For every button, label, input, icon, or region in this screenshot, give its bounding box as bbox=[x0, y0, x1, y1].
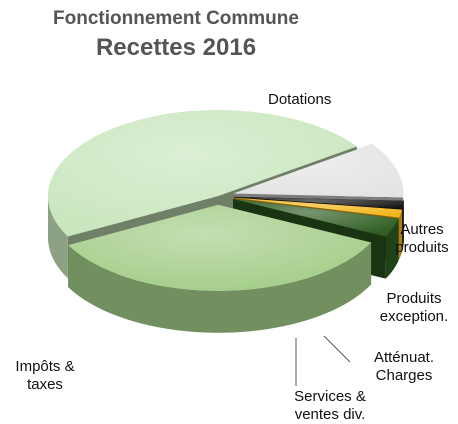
label-attenuat-charges: Atténuat. Charges bbox=[364, 349, 444, 385]
leader-attenuat-charges bbox=[323, 335, 351, 363]
label-autres-produits-text: Autres produits bbox=[395, 221, 449, 256]
label-services-ventes: Services & ventes div. bbox=[280, 388, 380, 424]
label-dotations-text: Dotations bbox=[268, 91, 332, 108]
label-produits-exception: Produits exception. bbox=[367, 290, 458, 326]
chart-title: Fonctionnement Commune bbox=[53, 8, 299, 29]
pie-slice-gloss bbox=[233, 197, 403, 218]
pie-slice-imp-ts-taxes bbox=[68, 204, 372, 333]
pie-slice-gloss bbox=[68, 204, 372, 291]
label-services-ventes-text: Services & ventes div. bbox=[294, 388, 366, 423]
pie-slice-edge bbox=[48, 194, 68, 279]
pie-slice-gloss bbox=[233, 198, 399, 237]
chart-subtitle: Recettes 2016 bbox=[95, 34, 257, 61]
pie-slice-gloss bbox=[233, 196, 404, 209]
label-produits-exception-text: Produits exception. bbox=[379, 290, 449, 325]
label-attenuat-charges-text: Atténuat. Charges bbox=[373, 349, 435, 384]
pie-slice-edge bbox=[402, 200, 404, 251]
label-dotations: Dotations bbox=[268, 91, 331, 109]
leader-lines bbox=[295, 335, 351, 386]
label-autres-produits: Autres produits bbox=[382, 221, 458, 257]
pie-slice-gloss bbox=[47, 109, 357, 237]
label-impots-taxes: Impôts & taxes bbox=[10, 358, 80, 394]
pie-slice-edge bbox=[399, 209, 403, 260]
label-impots-taxes-text: Impôts & taxes bbox=[15, 358, 75, 393]
pie-slice-edge bbox=[68, 242, 372, 333]
pie-slice-edge bbox=[385, 218, 399, 279]
pie-slice-gloss bbox=[233, 143, 404, 198]
